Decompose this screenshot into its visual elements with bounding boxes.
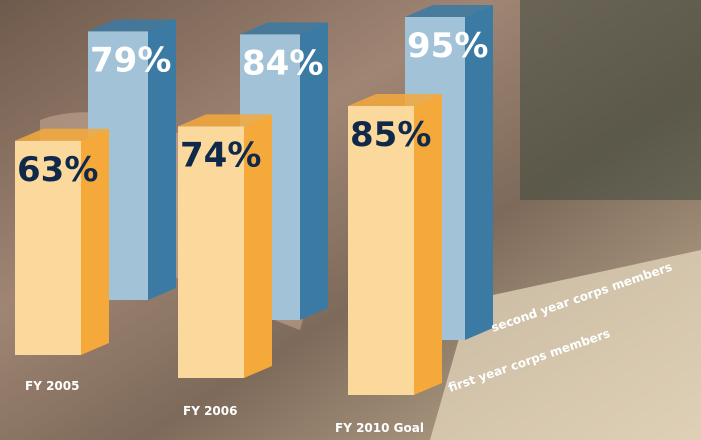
bar-side: [244, 114, 272, 379]
bar-side: [81, 128, 109, 355]
value-label: 95%: [407, 26, 488, 66]
category-label: FY 2006: [183, 404, 237, 418]
value-label: 74%: [180, 135, 261, 175]
bar-top: [348, 94, 442, 106]
category-label: FY 2010 Goal: [335, 421, 424, 435]
bar: [178, 114, 272, 379]
bar-top: [178, 114, 272, 127]
bar-side: [148, 19, 176, 301]
bar-side: [414, 94, 442, 395]
value-label: 85%: [350, 115, 431, 155]
bar-top: [405, 5, 493, 17]
bar-front: [178, 126, 244, 379]
bars: [15, 5, 493, 395]
bar-side: [300, 22, 328, 321]
bar-top: [240, 22, 328, 35]
bar-front: [15, 140, 81, 355]
category-label: FY 2005: [25, 379, 79, 393]
bar: [348, 94, 442, 395]
value-label: 84%: [242, 43, 323, 83]
bar-top: [88, 19, 176, 32]
bar-side: [465, 5, 493, 340]
value-label: 79%: [90, 40, 171, 80]
bar-top: [15, 128, 109, 141]
photo-shade: [520, 0, 701, 200]
value-label: 63%: [17, 150, 98, 190]
photo-paper: [430, 250, 701, 440]
bar: [15, 128, 109, 355]
bar-front: [348, 106, 414, 395]
